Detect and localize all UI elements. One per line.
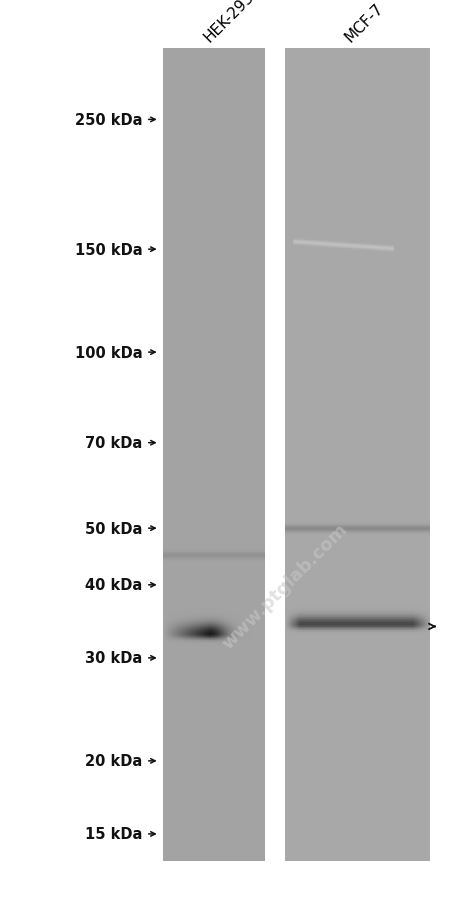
Text: 70 kDa: 70 kDa: [85, 436, 142, 451]
Text: www.ptglab.com: www.ptglab.com: [218, 520, 351, 652]
Text: HEK-293T: HEK-293T: [201, 0, 263, 45]
Text: 20 kDa: 20 kDa: [85, 753, 142, 769]
Text: 30 kDa: 30 kDa: [85, 650, 142, 666]
Text: MCF-7: MCF-7: [341, 1, 386, 45]
Text: 40 kDa: 40 kDa: [85, 577, 142, 593]
Text: 100 kDa: 100 kDa: [75, 345, 142, 360]
Text: 150 kDa: 150 kDa: [75, 243, 142, 257]
Text: 250 kDa: 250 kDa: [75, 113, 142, 128]
Text: 15 kDa: 15 kDa: [85, 826, 142, 842]
Text: 50 kDa: 50 kDa: [85, 521, 142, 536]
